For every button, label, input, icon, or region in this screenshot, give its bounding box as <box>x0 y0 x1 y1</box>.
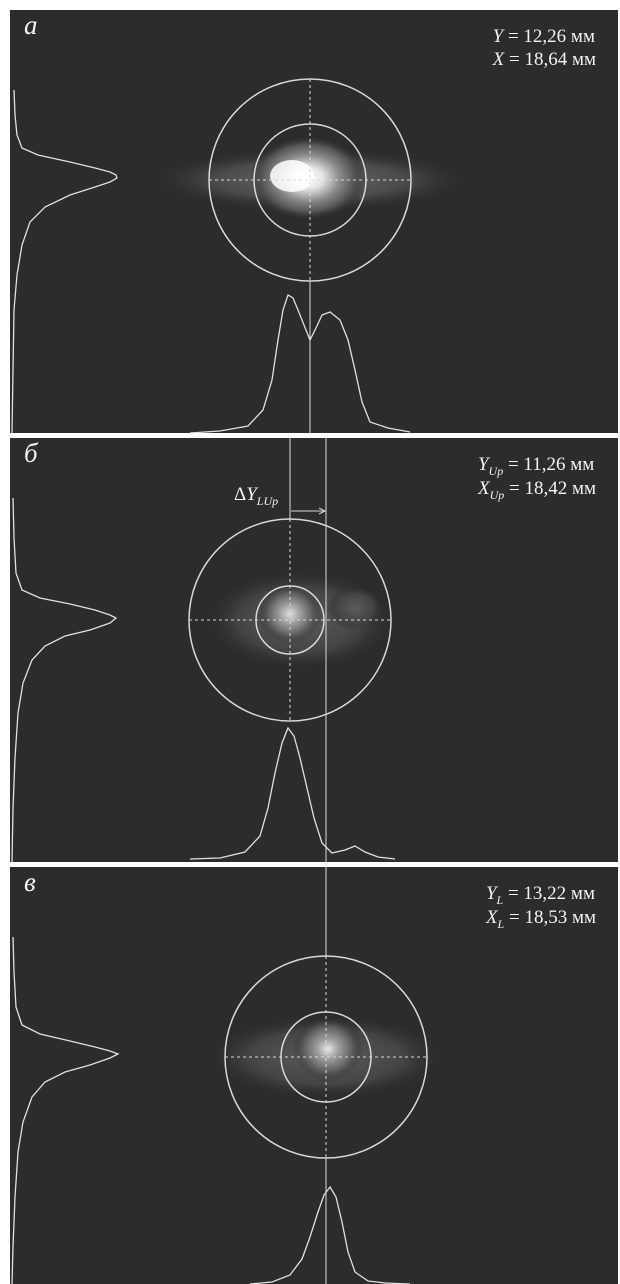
panel-label: б <box>24 438 38 468</box>
delta-label: ΔYLUp <box>234 484 279 508</box>
delta-arrowhead-right <box>318 507 327 515</box>
coordinate-readout: YUp = 11,26 мм XUp = 18,42 мм <box>478 454 596 502</box>
beam-spot <box>258 584 322 644</box>
horizontal-intensity-profile <box>189 726 396 860</box>
vertical-intensity-profile <box>11 936 120 1284</box>
beam-hotspot <box>270 160 314 192</box>
y-coordinate: Y = 12,26 мм <box>492 26 595 47</box>
panel-label: а <box>24 10 38 40</box>
y-coordinate: YUp = 11,26 мм <box>477 454 595 478</box>
horizontal-intensity-profile <box>249 1185 411 1284</box>
panel-a-graphics <box>11 78 470 433</box>
horizontal-intensity-profile <box>189 294 411 433</box>
x-coordinate: XUp = 18,42 мм <box>477 478 596 502</box>
y-coordinate: YL = 13,22 мм <box>485 883 595 907</box>
vertical-intensity-profile <box>11 89 118 433</box>
x-coordinate: X = 18,64 мм <box>492 48 596 70</box>
beam-side-lobe <box>327 586 383 630</box>
panel-b: б ΔYLUp YUp = 11,26 мм XUp = 18,42 мм <box>10 438 618 862</box>
coordinate-readout: Y = 12,26 мм X = 18,64 мм <box>493 26 596 72</box>
panel-c: в YL = 13,22 мм XL = 18,53 мм <box>10 867 618 1284</box>
coordinate-readout: YL = 13,22 мм XL = 18,53 мм <box>486 883 596 931</box>
panel-label: в <box>24 867 36 897</box>
panel-a: а Y = 12,26 мм X = 18,64 мм <box>10 10 618 433</box>
panel-b-graphics <box>11 438 396 862</box>
x-coordinate: XL = 18,53 мм <box>485 907 596 931</box>
panel-c-graphics <box>11 867 446 1284</box>
beam-spot <box>293 1017 363 1081</box>
vertical-intensity-profile <box>11 497 118 862</box>
